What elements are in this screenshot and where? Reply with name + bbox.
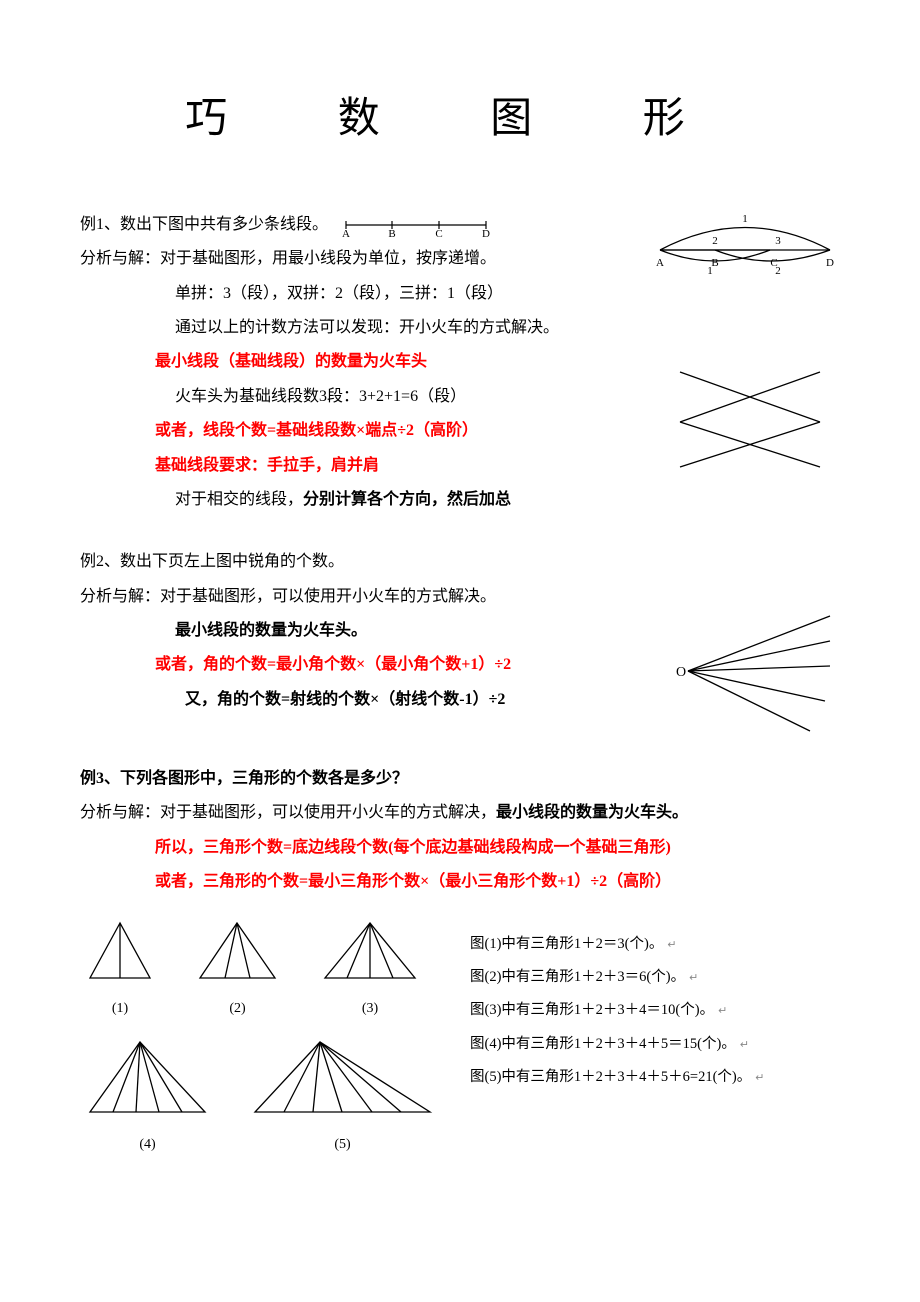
svg-text:B: B [388,228,395,237]
ex1-heading: 例1、数出下图中共有多少条线段。 A B C D [80,210,630,240]
ex3-heading: 例3、下列各图形中，三角形的个数各是多少？ [80,764,840,794]
fig4: (4) [80,1037,215,1159]
svg-text:2: 2 [712,235,718,247]
ex3-results: 图(1)中有三角形1＋2＝3(个)。↵ 图(2)中有三角形1＋2＋3＝6(个)。… [470,918,764,1095]
svg-text:1: 1 [742,213,748,225]
ex3-l3: 或者，三角形的个数=最小三角形个数×（最小三角形个数+1）÷2（高阶） [80,867,840,897]
svg-text:2: 2 [775,265,781,277]
ex1-l2: 单拼：3（段），双拼：2（段），三拼：1（段） [80,279,840,309]
ex1-cross-figure [650,357,840,477]
svg-text:A: A [342,228,350,237]
ex2-heading: 例2、数出下页左上图中锐角的个数。 [80,547,840,577]
ex3-l1: 分析与解：对于基础图形，可以使用开小火车的方式解决，最小线段的数量为火车头。 [80,798,840,828]
fig5: (5) [245,1037,440,1159]
svg-text:D: D [482,228,490,237]
svg-text:C: C [435,228,442,237]
ex3-figures: (1) (2) (3) (4) (5) [80,918,440,1159]
page-title: 巧 数 图 形 [80,80,840,160]
ex3-l2: 所以，三角形个数=底边线段个数(每个底边基础线段构成一个基础三角形) [80,833,840,863]
fig3: (3) [315,918,425,1023]
ex1-curve-figure: A B C D 1 2 3 1 2 [650,210,840,280]
label-a: A [656,257,664,269]
svg-text:O: O [676,665,686,680]
ex1-segment-figure: A B C D [336,213,496,237]
svg-text:3: 3 [775,235,781,247]
svg-text:1: 1 [707,265,713,277]
fig2: (2) [190,918,285,1023]
ex2-angle-figure: O [670,606,840,736]
label-d: D [826,257,834,269]
ex1-l3: 通过以上的计数方法可以发现：开小火车的方式解决。 [80,313,840,343]
fig1: (1) [80,918,160,1023]
ex1-l8: 对于相交的线段，分别计算各个方向，然后加总 [80,485,840,515]
